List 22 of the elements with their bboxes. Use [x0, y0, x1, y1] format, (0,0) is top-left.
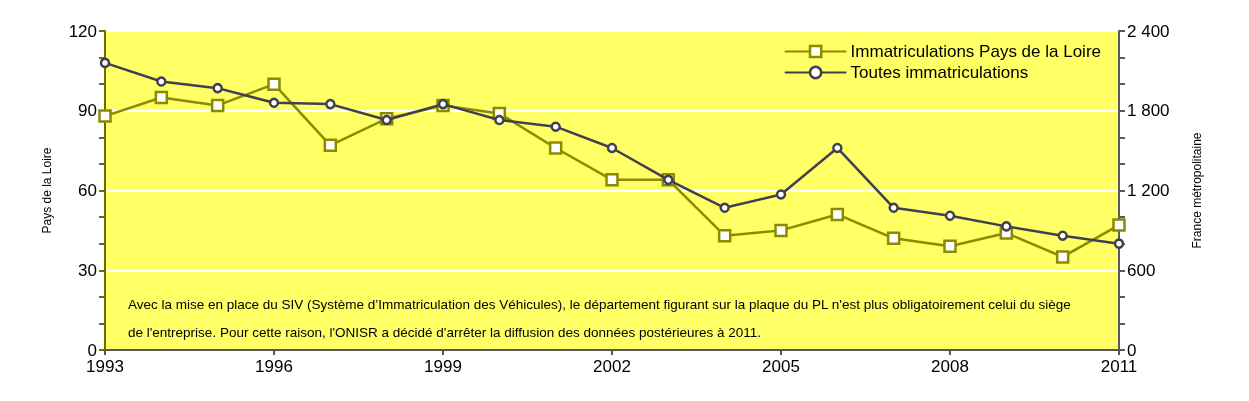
y2-tick-label: 1 800 [1127, 101, 1170, 121]
x-tick-label: 2005 [762, 357, 800, 376]
x-tick-label: 2008 [931, 357, 969, 376]
y2-tick-label: 1 200 [1127, 181, 1170, 200]
x-tick-label: 2002 [593, 357, 631, 376]
y2-tick-label: 2 400 [1127, 21, 1170, 41]
y-tick-label: 120 [68, 21, 97, 41]
y-tick-label: 60 [78, 181, 97, 200]
y2-tick-label: 600 [1127, 260, 1156, 280]
legend-label: Immatriculations Pays de la Loire [850, 42, 1102, 61]
x-tick-label: 1999 [424, 357, 462, 376]
legend-label: Toutes immatriculations [850, 63, 1029, 82]
x-tick-label: 1996 [255, 357, 293, 376]
y-tick-label: 0 [87, 340, 97, 360]
x-tick-label: 1993 [86, 357, 124, 376]
y-tick-label: 30 [78, 260, 97, 280]
y-tick-label: 90 [78, 101, 97, 121]
annotation: Avec la mise en place du SIV (Système d’Immatriculation des Véhicules), le département figurant sur la plaque du PL n'est plus obligatoirement celui du siège de l'entreprise. Pour cette raison, l'ONISR a décidé d'arrêter la diffusion des données postérieures à 2011. [128, 296, 1075, 340]
y-axis-title: Pays de la Loire [40, 147, 54, 234]
y2-axis-title: France métropolitaine [1190, 132, 1204, 249]
x-tick-label: 2011 [1100, 357, 1138, 376]
y2-tick-label: 0 [1127, 340, 1137, 360]
